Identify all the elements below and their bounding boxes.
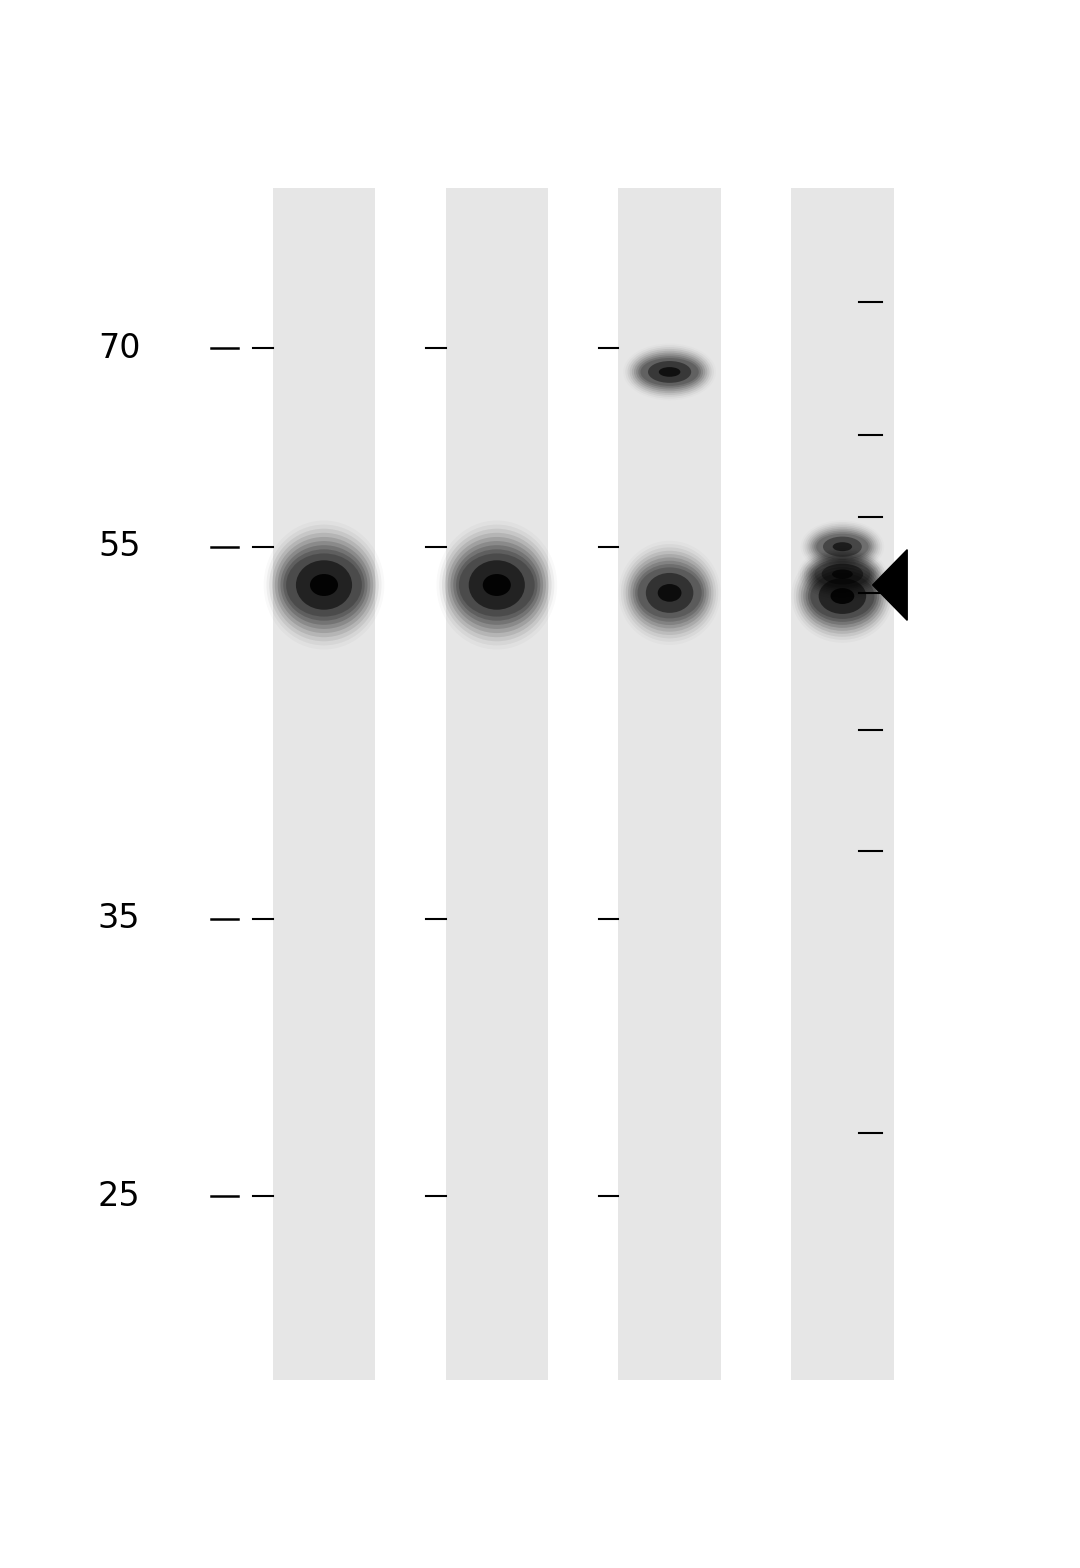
Ellipse shape: [822, 563, 863, 585]
Text: 55: 55: [98, 530, 140, 563]
Ellipse shape: [459, 554, 535, 616]
Ellipse shape: [283, 549, 365, 621]
Ellipse shape: [310, 574, 338, 596]
Ellipse shape: [274, 536, 374, 633]
Ellipse shape: [810, 574, 875, 619]
Ellipse shape: [814, 561, 870, 588]
Ellipse shape: [278, 541, 370, 629]
Ellipse shape: [625, 550, 714, 635]
Ellipse shape: [810, 528, 875, 564]
Ellipse shape: [630, 350, 710, 395]
Ellipse shape: [833, 543, 852, 552]
Ellipse shape: [659, 367, 680, 376]
Ellipse shape: [637, 568, 702, 618]
Ellipse shape: [634, 353, 705, 392]
Ellipse shape: [627, 347, 712, 397]
Ellipse shape: [648, 361, 691, 383]
Bar: [791, 188, 894, 1380]
Ellipse shape: [635, 564, 704, 622]
Ellipse shape: [798, 558, 887, 633]
Ellipse shape: [831, 588, 854, 604]
Ellipse shape: [807, 525, 878, 568]
Ellipse shape: [296, 560, 352, 610]
Ellipse shape: [808, 571, 877, 622]
Ellipse shape: [450, 541, 543, 629]
Ellipse shape: [804, 564, 881, 627]
Ellipse shape: [629, 554, 712, 632]
Ellipse shape: [445, 533, 549, 637]
Polygon shape: [873, 550, 907, 621]
Ellipse shape: [272, 533, 376, 637]
Ellipse shape: [832, 569, 853, 579]
Bar: [618, 188, 720, 1380]
Ellipse shape: [640, 358, 699, 386]
Ellipse shape: [469, 560, 525, 610]
Ellipse shape: [442, 528, 552, 641]
Ellipse shape: [658, 583, 681, 602]
Ellipse shape: [286, 554, 362, 616]
Ellipse shape: [819, 579, 866, 615]
Ellipse shape: [483, 574, 511, 596]
Ellipse shape: [800, 561, 883, 630]
Ellipse shape: [808, 527, 877, 566]
Ellipse shape: [631, 557, 708, 629]
Ellipse shape: [810, 557, 875, 591]
Ellipse shape: [632, 351, 707, 394]
Text: 25: 25: [98, 1179, 140, 1212]
Bar: [272, 188, 376, 1380]
Ellipse shape: [814, 532, 870, 561]
Ellipse shape: [646, 572, 693, 613]
Ellipse shape: [806, 554, 879, 594]
Text: 70: 70: [98, 331, 140, 365]
Ellipse shape: [812, 560, 873, 590]
Text: 35: 35: [98, 903, 140, 936]
Ellipse shape: [802, 550, 882, 597]
Ellipse shape: [823, 536, 862, 557]
Ellipse shape: [816, 533, 868, 560]
Ellipse shape: [804, 552, 881, 596]
Ellipse shape: [633, 561, 706, 626]
Bar: [446, 188, 549, 1380]
Ellipse shape: [812, 530, 873, 563]
Ellipse shape: [281, 546, 367, 624]
Ellipse shape: [638, 356, 701, 387]
Ellipse shape: [796, 555, 889, 637]
Ellipse shape: [456, 549, 538, 621]
Ellipse shape: [454, 546, 540, 624]
Ellipse shape: [623, 547, 716, 638]
Ellipse shape: [808, 555, 877, 593]
Ellipse shape: [269, 528, 379, 641]
Ellipse shape: [806, 568, 879, 626]
Ellipse shape: [448, 536, 546, 633]
Ellipse shape: [636, 354, 703, 389]
